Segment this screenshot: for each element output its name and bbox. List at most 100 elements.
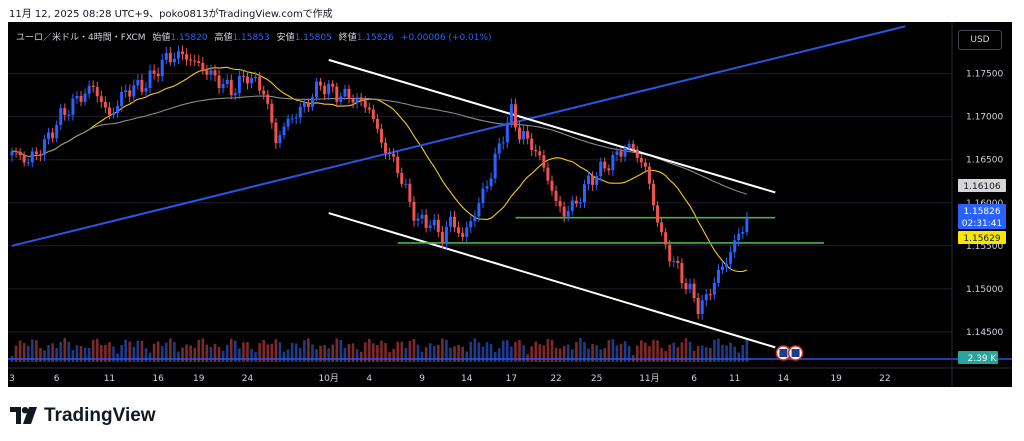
volume-bar xyxy=(303,340,306,362)
volume-bar xyxy=(160,346,164,362)
volume-bar xyxy=(713,339,716,362)
candle-body xyxy=(672,261,676,263)
volume-bar xyxy=(229,338,233,362)
candle xyxy=(526,125,530,145)
volume-bar xyxy=(79,346,83,362)
volume-bar xyxy=(132,346,136,362)
volume-bar xyxy=(392,348,395,362)
candle-body xyxy=(306,102,310,107)
volume-bar xyxy=(721,344,724,362)
volume-bar xyxy=(217,347,221,362)
candle-body xyxy=(286,118,290,127)
candle xyxy=(408,178,412,208)
candle-body xyxy=(75,95,79,99)
candle xyxy=(566,206,570,222)
volume-bars xyxy=(10,338,749,362)
candle xyxy=(444,220,448,249)
candle xyxy=(233,87,237,101)
candle-body xyxy=(619,151,623,157)
candle xyxy=(18,148,22,161)
volume-bar xyxy=(558,348,562,362)
ma-slow-price-label-box xyxy=(958,179,1006,192)
chart-panel[interactable]: 1.17500 1.17000 1.16500 1.16000 1.15500 1.150… xyxy=(8,22,1012,387)
candle xyxy=(367,102,371,114)
candle-body xyxy=(185,54,189,60)
candle xyxy=(404,178,408,189)
candle-body xyxy=(172,58,176,63)
volume-bar xyxy=(570,349,574,362)
candle xyxy=(355,92,359,109)
candle-body xyxy=(18,151,22,156)
candle-body xyxy=(371,109,375,119)
volume-bar xyxy=(286,349,290,362)
candle-body xyxy=(566,210,570,217)
candle xyxy=(501,136,505,150)
countdown-label-box xyxy=(958,216,1006,229)
candle xyxy=(436,213,440,238)
candle-body xyxy=(176,51,180,59)
candle-body xyxy=(30,151,34,163)
candle xyxy=(721,261,724,275)
volume-bar xyxy=(169,338,172,362)
candle-body xyxy=(651,183,655,206)
candle xyxy=(99,90,103,108)
candle-body xyxy=(627,143,631,148)
x-tick-label: 6 xyxy=(54,374,60,384)
legend-low: 1.15805 xyxy=(294,33,332,43)
volume-bar xyxy=(518,339,521,362)
currency-button[interactable]: USD xyxy=(958,30,1002,50)
candle xyxy=(26,158,30,167)
candle-body xyxy=(107,107,111,115)
x-tick-label: 6 xyxy=(691,374,697,384)
volume-bar xyxy=(213,343,217,362)
candle xyxy=(351,94,355,109)
candle-body xyxy=(59,108,63,125)
candle xyxy=(221,78,225,93)
y-tick-label: 1.16000 xyxy=(966,199,1003,209)
volume-bar xyxy=(148,352,152,362)
candle xyxy=(205,64,209,80)
candle-body xyxy=(148,70,152,88)
candle xyxy=(241,70,245,83)
volume-bar xyxy=(522,345,525,362)
volume-bar xyxy=(95,338,99,362)
candle xyxy=(696,292,700,320)
ma-slow-price-label: 1.16106 xyxy=(958,179,1006,192)
candle xyxy=(497,137,501,160)
candle xyxy=(647,162,651,190)
candle xyxy=(651,179,655,211)
volume-bar xyxy=(599,349,602,362)
volume-bar xyxy=(692,350,696,362)
candle-body xyxy=(647,166,651,184)
candle-body xyxy=(205,70,209,75)
candle xyxy=(672,256,676,268)
candle xyxy=(379,123,383,149)
volume-bar xyxy=(100,345,103,362)
volume-bar xyxy=(339,339,343,362)
candle-body xyxy=(546,167,550,181)
volume-bar xyxy=(35,340,38,362)
volume-bar xyxy=(408,340,412,362)
candle-body xyxy=(197,61,201,63)
volume-bar xyxy=(575,341,578,362)
volume-bar xyxy=(660,348,663,362)
volume-bar xyxy=(59,342,63,362)
candle-body xyxy=(570,200,574,211)
candle-body xyxy=(741,232,745,234)
candlestick-chart[interactable]: 1.17500 1.17000 1.16500 1.16000 1.15500 1.150… xyxy=(8,22,1012,387)
volume-bar xyxy=(615,345,619,362)
candle xyxy=(477,197,481,223)
candle xyxy=(144,81,148,97)
candle xyxy=(55,120,59,143)
candle-body xyxy=(152,70,156,74)
candle xyxy=(656,201,660,228)
volume-bar xyxy=(388,352,391,362)
candle-body xyxy=(562,206,566,217)
volume-bar xyxy=(209,346,213,362)
tradingview-logo[interactable]: TradingView xyxy=(10,401,156,431)
candle xyxy=(225,74,229,88)
candle-body xyxy=(213,70,217,76)
candle-body xyxy=(95,87,99,97)
candle-body xyxy=(209,70,213,75)
candle xyxy=(217,69,221,94)
